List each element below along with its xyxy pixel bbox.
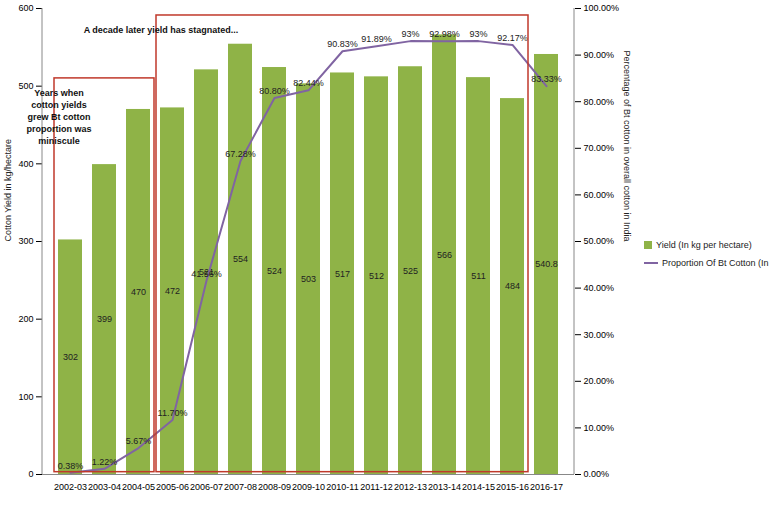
svg-text:90.00%: 90.00%: [584, 50, 615, 60]
svg-text:30.00%: 30.00%: [584, 330, 615, 340]
svg-text:503: 503: [301, 274, 316, 284]
svg-text:93%: 93%: [401, 29, 419, 39]
svg-text:A decade later yield has stagn: A decade later yield has stagnated...: [84, 25, 239, 35]
svg-text:82.44%: 82.44%: [293, 78, 324, 88]
svg-text:90.83%: 90.83%: [327, 39, 358, 49]
svg-text:472: 472: [165, 286, 180, 296]
svg-text:60.00%: 60.00%: [584, 190, 615, 200]
svg-text:1.22%: 1.22%: [92, 457, 118, 467]
svg-text:2008-09: 2008-09: [258, 482, 291, 492]
svg-text:0.00%: 0.00%: [584, 469, 610, 479]
svg-text:2015-16: 2015-16: [496, 482, 529, 492]
svg-text:524: 524: [267, 266, 282, 276]
svg-text:Percentage of Bt cotton in ove: Percentage of Bt cotton in overall cotto…: [622, 50, 632, 241]
svg-text:10.00%: 10.00%: [584, 423, 615, 433]
svg-text:80.80%: 80.80%: [259, 86, 290, 96]
svg-text:2005-06: 2005-06: [156, 482, 189, 492]
svg-text:470: 470: [131, 287, 146, 297]
svg-text:Years whencotton yieldsgrew Bt: Years whencotton yieldsgrew Bt cottonpro…: [27, 88, 92, 146]
svg-text:500: 500: [18, 81, 33, 91]
svg-text:20.00%: 20.00%: [584, 376, 615, 386]
svg-text:70.00%: 70.00%: [584, 143, 615, 153]
svg-text:2003-04: 2003-04: [88, 482, 121, 492]
svg-text:200: 200: [18, 314, 33, 324]
svg-text:2012-13: 2012-13: [394, 482, 427, 492]
svg-text:517: 517: [335, 269, 350, 279]
svg-text:80.00%: 80.00%: [584, 97, 615, 107]
svg-text:91.89%: 91.89%: [361, 34, 392, 44]
svg-text:399: 399: [97, 314, 112, 324]
svg-text:512: 512: [369, 271, 384, 281]
svg-text:5.67%: 5.67%: [126, 436, 152, 446]
svg-text:566: 566: [437, 250, 452, 260]
svg-text:93%: 93%: [469, 29, 487, 39]
svg-text:484: 484: [505, 281, 520, 291]
svg-text:0: 0: [28, 469, 33, 479]
svg-text:2004-05: 2004-05: [122, 482, 155, 492]
svg-text:2002-03: 2002-03: [54, 482, 87, 492]
svg-text:100.00%: 100.00%: [584, 3, 620, 13]
svg-text:302: 302: [63, 352, 78, 362]
svg-text:2006-07: 2006-07: [190, 482, 223, 492]
svg-text:41.56%: 41.56%: [191, 269, 222, 279]
svg-text:540.8: 540.8: [535, 259, 558, 269]
svg-text:67.28%: 67.28%: [225, 149, 256, 159]
svg-text:92.17%: 92.17%: [497, 33, 528, 43]
svg-text:2009-10: 2009-10: [292, 482, 325, 492]
svg-text:0.38%: 0.38%: [58, 461, 84, 471]
svg-text:2010-11: 2010-11: [326, 482, 358, 492]
svg-text:11.70%: 11.70%: [158, 408, 188, 418]
svg-text:511: 511: [471, 271, 485, 281]
svg-text:2013-14: 2013-14: [428, 482, 461, 492]
html-text:Yield (In kg per hectare): Yield (In kg per hectare): [656, 240, 752, 250]
svg-text:50.00%: 50.00%: [584, 236, 615, 246]
svg-text:300: 300: [18, 236, 33, 246]
svg-text:100: 100: [18, 392, 33, 402]
svg-text:2007-08: 2007-08: [224, 482, 257, 492]
svg-text:400: 400: [18, 159, 33, 169]
svg-text:92.98%: 92.98%: [429, 29, 460, 39]
svg-text:Cotton Yield in kg/hectare: Cotton Yield in kg/hectare: [3, 139, 13, 242]
svg-text:40.00%: 40.00%: [584, 283, 615, 293]
svg-text:554: 554: [233, 254, 248, 264]
svg-text:83.33%: 83.33%: [531, 74, 562, 84]
svg-text:600: 600: [18, 3, 33, 13]
svg-text:2014-15: 2014-15: [462, 482, 495, 492]
svg-text:2016-17: 2016-17: [530, 482, 563, 492]
svg-text:2011-12: 2011-12: [360, 482, 392, 492]
svg-text:525: 525: [403, 266, 418, 276]
